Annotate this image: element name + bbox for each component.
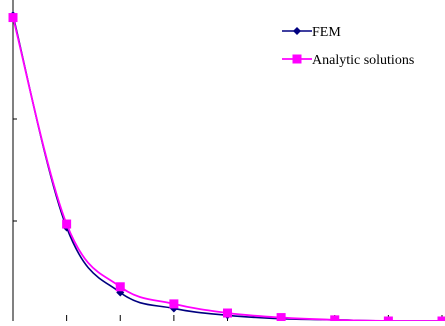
- legend: FEM Analytic solutions: [282, 25, 414, 68]
- data-point-square: [62, 220, 71, 229]
- data-point-square: [330, 315, 339, 321]
- data-point-square: [169, 299, 178, 308]
- data-point-square: [9, 13, 18, 22]
- legend-marker-square: [293, 55, 302, 64]
- axes: [13, 0, 442, 321]
- legend-item: FEM: [282, 25, 341, 40]
- data-point-square: [438, 317, 445, 322]
- data-point-square: [223, 309, 232, 318]
- legend-marker-diamond: [293, 27, 301, 35]
- legend-label: Analytic solutions: [312, 53, 414, 68]
- legend-label: FEM: [312, 25, 341, 40]
- legend-item: Analytic solutions: [282, 53, 414, 68]
- data-point-square: [116, 282, 125, 291]
- data-point-square: [384, 317, 393, 322]
- data-point-square: [277, 313, 286, 321]
